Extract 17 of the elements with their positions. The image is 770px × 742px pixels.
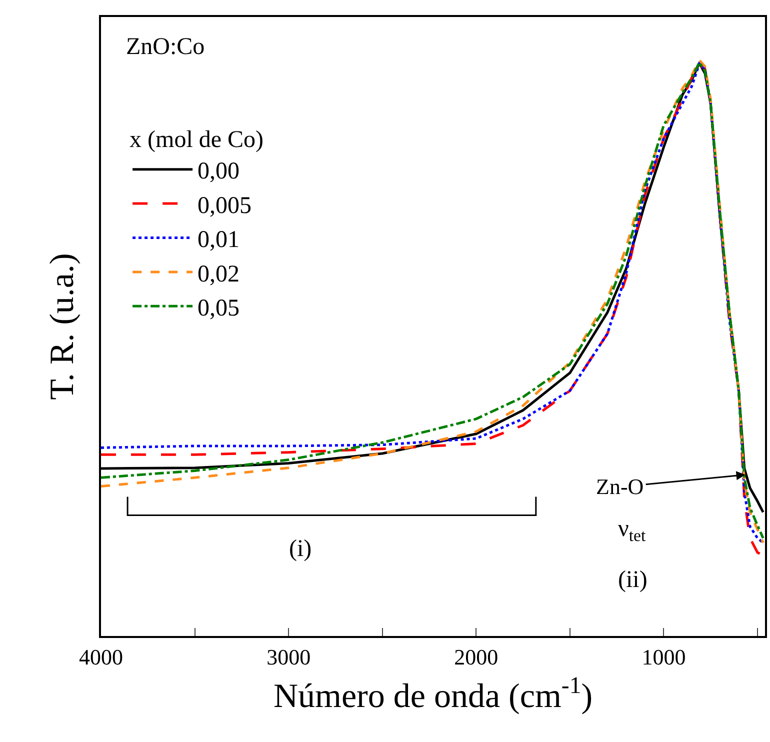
annotation: (ii) [618,567,648,593]
legend-label: 0,02 [198,261,240,288]
x-tick-label: 2000 [454,644,498,670]
x-axis-title: Número de onda (cm$^{-1}$) [273,672,593,716]
legend-title: x (mol de Co) [130,127,264,154]
annotation: (i) [289,536,312,562]
annotation: Zn-O [596,474,644,499]
x-tick-label: 4000 [79,644,123,670]
annotation: ZnO:Co [126,34,205,60]
x-tick-label: 3000 [266,644,311,670]
annotation: ν$_{tet}$ [618,516,646,546]
legend-label: 0,00 [198,158,240,185]
y-axis-title: T. R. (u.a.) [44,253,82,400]
x-tick-label: 1000 [642,644,686,670]
legend-label: 0,005 [198,192,252,219]
legend-label: 0,05 [198,296,240,322]
legend-label: 0,01 [198,227,240,254]
